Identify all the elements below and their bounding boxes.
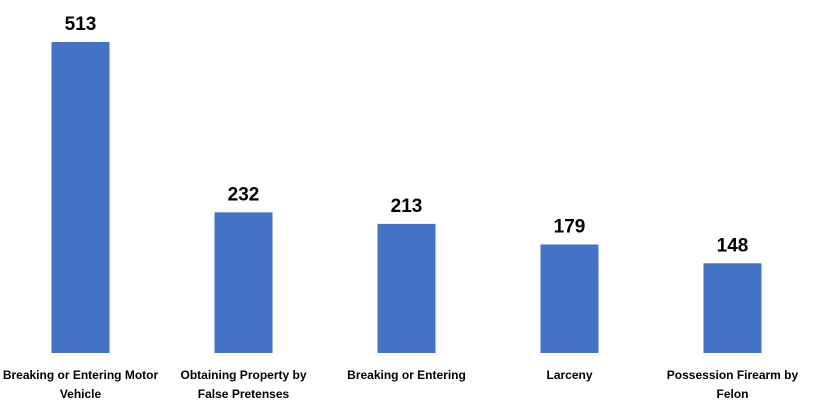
bar bbox=[540, 244, 599, 353]
value-label: 148 bbox=[717, 235, 749, 256]
category-label: Breaking or Entering Motor Vehicle bbox=[2, 368, 159, 401]
value-label: 213 bbox=[391, 196, 423, 217]
bar bbox=[377, 223, 436, 353]
value-label: 179 bbox=[554, 216, 586, 237]
bar bbox=[214, 212, 273, 353]
category-label: Larceny bbox=[546, 368, 593, 382]
category-label: Obtaining Property by False Pretenses bbox=[180, 368, 307, 401]
bar bbox=[703, 263, 762, 353]
category-label: Possession Firearm by Felon bbox=[666, 368, 799, 401]
value-label: 513 bbox=[65, 14, 97, 35]
category-label: Breaking or Entering bbox=[347, 368, 466, 382]
value-label: 232 bbox=[228, 184, 260, 205]
bar bbox=[51, 42, 110, 353]
